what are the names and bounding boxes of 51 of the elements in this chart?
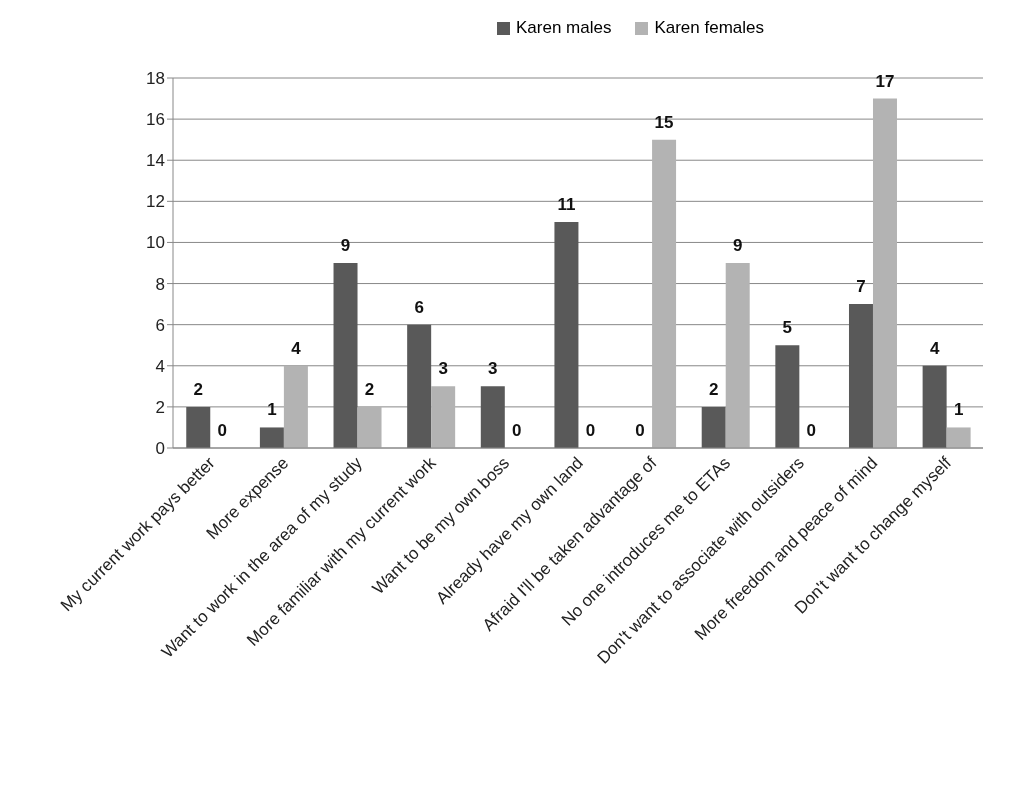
data-label: 4 xyxy=(929,338,940,358)
bar xyxy=(283,365,308,448)
y-tick-label: 0 xyxy=(155,439,165,459)
y-tick-label: 14 xyxy=(146,151,165,171)
data-label: 11 xyxy=(557,194,576,214)
data-label: 0 xyxy=(806,420,817,440)
data-label: 0 xyxy=(635,420,645,440)
legend-label: Karen males xyxy=(514,18,612,38)
data-label: 0 xyxy=(585,420,596,440)
data-label: 4 xyxy=(291,338,302,358)
data-label: 15 xyxy=(654,112,674,132)
bar xyxy=(725,263,750,448)
data-label: 1 xyxy=(953,400,964,420)
data-label: 3 xyxy=(438,359,448,379)
bar xyxy=(946,427,971,448)
data-label: 9 xyxy=(340,236,351,255)
data-label: 0 xyxy=(217,420,227,440)
y-tick-label: 12 xyxy=(146,192,165,212)
bar xyxy=(848,304,873,448)
data-label: 3 xyxy=(488,359,498,379)
bar xyxy=(554,221,579,448)
bar xyxy=(333,263,358,448)
data-label: 17 xyxy=(875,71,895,91)
bar xyxy=(775,345,800,448)
bar xyxy=(407,324,432,448)
data-label: 5 xyxy=(782,318,793,338)
y-tick-label: 18 xyxy=(146,69,165,89)
bar xyxy=(652,139,677,448)
data-label: 9 xyxy=(732,236,743,255)
y-tick-label: 16 xyxy=(146,110,165,130)
data-label: 6 xyxy=(414,297,424,317)
bar xyxy=(480,386,505,448)
bar xyxy=(186,406,211,448)
y-tick-label: 6 xyxy=(155,315,165,335)
bar xyxy=(357,406,382,448)
data-label: 2 xyxy=(708,379,719,399)
y-tick-label: 8 xyxy=(155,274,165,294)
data-label: 1 xyxy=(267,400,277,420)
bar xyxy=(259,427,284,448)
legend-label: Karen females xyxy=(653,18,765,38)
bar xyxy=(872,98,897,448)
bar xyxy=(701,406,726,448)
data-label: 2 xyxy=(193,379,203,399)
y-tick-label: 10 xyxy=(146,233,165,253)
bar xyxy=(431,386,456,448)
y-tick-label: 2 xyxy=(155,397,165,417)
y-tick-label: 4 xyxy=(155,356,165,376)
bar xyxy=(922,365,947,448)
data-label: 0 xyxy=(512,420,522,440)
data-label: 7 xyxy=(856,277,866,297)
data-label: 2 xyxy=(364,379,375,399)
